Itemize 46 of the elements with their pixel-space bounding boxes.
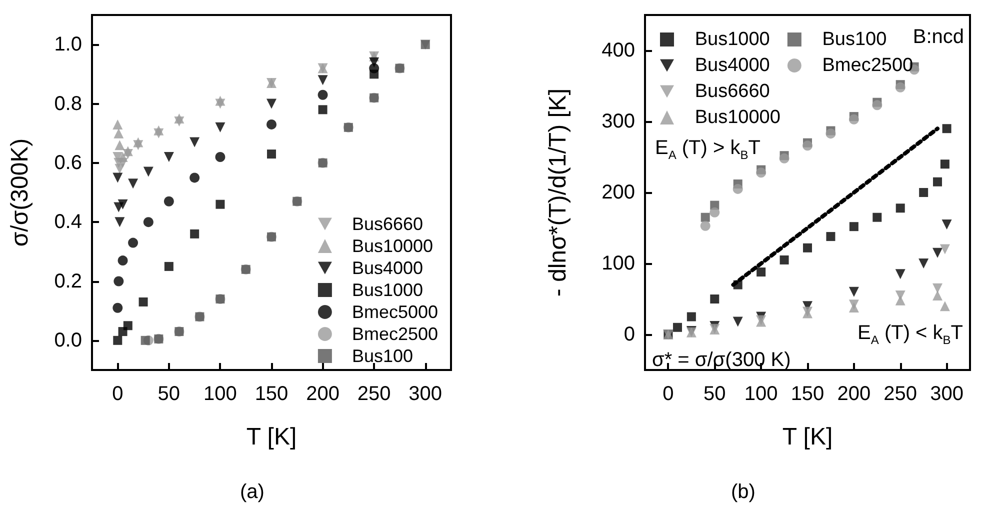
x-tick-label: 0 xyxy=(112,383,124,405)
y-tick-label: 0.0 xyxy=(54,329,82,352)
y-axis-title: σ/σ(300K) xyxy=(6,138,34,247)
legend-label: Bmec2500 xyxy=(806,55,914,76)
y-tick-label: 0.2 xyxy=(54,270,82,292)
y-tick-label: 200 xyxy=(602,182,635,204)
legend-label: Bus6660 xyxy=(336,214,424,234)
x-tick-label: 200 xyxy=(837,383,871,405)
x-tick-label: 200 xyxy=(306,383,340,405)
legend-label: Bus4000 xyxy=(336,258,424,278)
text: (a) xyxy=(240,481,264,503)
y-tick-label: 400 xyxy=(602,40,635,62)
legend-label: Bus100 xyxy=(806,29,887,50)
y-axis-title: - dlnσ*(T)/d(1/T) [K] xyxy=(544,88,572,297)
legend-label: Bus4000 xyxy=(679,55,770,76)
legend-label: Bus1000 xyxy=(679,29,770,50)
x-tick-label: 250 xyxy=(884,383,918,405)
x-tick-label: 300 xyxy=(408,383,442,405)
x-tick-label: 100 xyxy=(744,383,778,405)
y-tick-label: 1.0 xyxy=(54,34,82,56)
legend-label: Bus10000 xyxy=(679,107,780,128)
x-tick-label: 0 xyxy=(662,383,674,405)
text: (b) xyxy=(731,481,756,503)
legend-label: Bmec2500 xyxy=(336,324,438,344)
y-tick-label: 300 xyxy=(602,110,635,132)
x-tick-label: 100 xyxy=(204,383,237,405)
x-tick-label: 50 xyxy=(158,383,180,405)
x-tick-label: 150 xyxy=(254,383,288,405)
x-tick-label: 150 xyxy=(790,383,824,405)
x-axis-title: T [K] xyxy=(246,424,297,450)
legend-label: Bus10000 xyxy=(336,236,434,256)
legend-label: Bus100 xyxy=(336,346,414,366)
legend-label: Bus1000 xyxy=(336,280,424,300)
x-tick-label: 300 xyxy=(930,383,964,405)
x-axis-title: T [K] xyxy=(782,424,833,450)
y-tick-label: 0 xyxy=(624,324,635,346)
x-tick-label: 50 xyxy=(704,383,726,405)
y-tick-label: 100 xyxy=(602,252,635,274)
x-tick-label: 250 xyxy=(357,383,391,405)
annotation: σ* = σ/σ(300 K) xyxy=(652,349,791,371)
y-tick-label: 0.8 xyxy=(54,92,82,115)
legend-label: Bus6660 xyxy=(679,81,770,102)
legend-label: Bmec5000 xyxy=(336,302,438,322)
legend-title: B:ncd xyxy=(912,26,964,48)
y-tick-label: 0.4 xyxy=(54,211,82,234)
y-tick-label: 0.6 xyxy=(54,152,82,174)
